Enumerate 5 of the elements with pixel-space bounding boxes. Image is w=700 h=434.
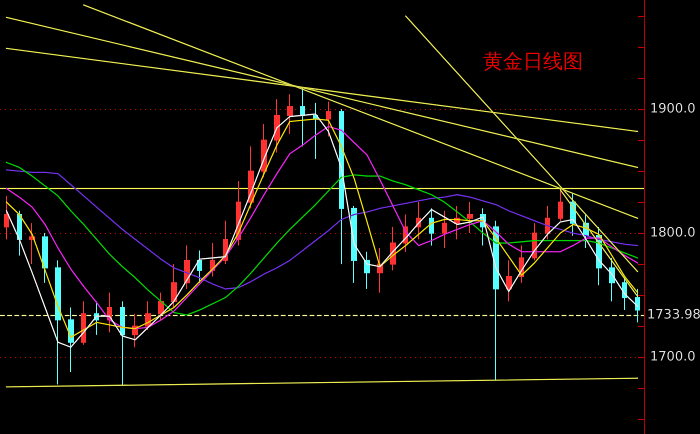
- y-tick-label: 1800.0: [650, 226, 696, 241]
- text: 黄金日线图: [483, 49, 583, 73]
- y-tick-label: 1900.0: [650, 102, 696, 117]
- y-tick-label: 1700.0: [650, 350, 696, 365]
- ref-line-label: 1733.98: [647, 307, 700, 322]
